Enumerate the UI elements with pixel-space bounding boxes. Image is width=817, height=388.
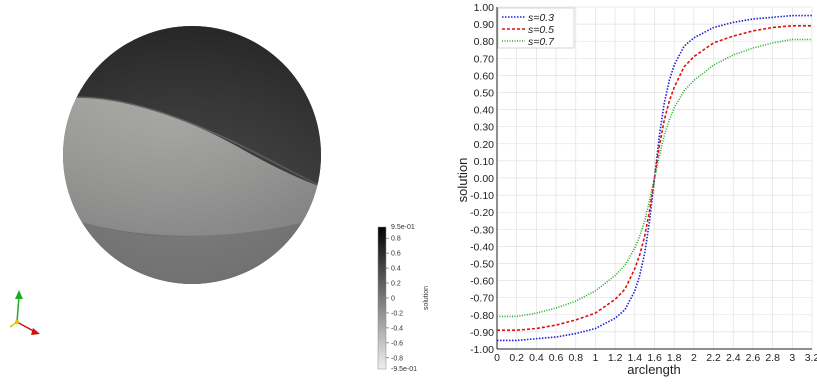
x-tick-label: 1.2 [608,352,623,364]
colorbar-tick-label: 0.8 [391,236,401,243]
y-tick-label: 0.80 [474,36,495,48]
orientation-axes [9,290,40,335]
colorbar-bottom-label: -9.5e-01 [391,366,417,373]
y-tick-label: 0.30 [474,122,495,134]
colorbar-tick-label: -0.2 [391,310,403,317]
axes: 1.000.900.800.700.600.500.400.300.200.10… [470,2,817,364]
series-lines [497,14,812,342]
x-axis-label: arclength [627,362,680,377]
legend-label: s=0.5 [528,24,554,36]
colorbar-tick-label: -0.6 [391,340,403,347]
y-tick-label: 0.20 [474,139,495,151]
x-tick-label: 1.4 [628,352,643,364]
x-tick-label: 2.6 [746,352,761,364]
axis-y-arrow [15,290,23,299]
x-tick-label: 0 [494,352,500,364]
y-tick-label: -0.30 [470,224,494,236]
x-tick-label: 0.2 [509,352,524,364]
legend-label: s=0.3 [528,12,554,24]
x-tick-label: 2.2 [706,352,721,364]
colorbar-tick-label: -0.4 [391,325,403,332]
y-tick-label: 0.60 [474,70,495,82]
x-tick-label: 3 [789,352,795,364]
x-tick-label: 0.8 [568,352,583,364]
y-tick-label: -0.20 [470,207,494,219]
y-tick-label: 1.00 [474,2,495,14]
legend: s=0.3s=0.5s=0.7 [497,7,575,49]
x-tick-label: 2.8 [765,352,780,364]
y-tick-label: -0.10 [470,190,494,202]
y-axis-label: solution [455,158,470,203]
axis-y-line [16,295,20,323]
line-chart: 1.000.900.800.700.600.500.400.300.200.10… [455,2,817,377]
series-line-s=0.3 [497,14,812,342]
y-tick-label: 0.10 [474,156,495,168]
y-tick-label: -0.90 [470,327,494,339]
y-tick-label: 0.90 [474,19,495,31]
colorbar-tick-label: 0.6 [391,251,401,258]
x-tick-label: 1.8 [667,352,682,364]
y-tick-label: -0.80 [470,310,494,322]
colorbar-tick-label: 0 [391,296,395,303]
colorbar-tick-label: 0.2 [391,281,401,288]
y-tick-label: 0.40 [474,105,495,117]
colorbar-top-label: 9.5e-01 [391,224,415,231]
scene-canvas[interactable]: 9.5e-01 -9.5e-01 0.8 0.6 0.4 0.2 0 -0.2 -0.4 -0… [0,0,440,383]
colorbar-title: solution [423,286,430,310]
x-tick-label: 2 [691,352,697,364]
axis-origin [15,320,19,324]
colorbar-gradient [377,226,387,370]
y-tick-label: -1.00 [470,344,494,356]
series-line-s=0.7 [497,38,812,318]
x-tick-label: 0.4 [529,352,544,364]
y-tick-label: -0.70 [470,293,494,305]
y-tick-label: 0.50 [474,88,495,100]
y-tick-label: -0.60 [470,276,494,288]
line-chart-view[interactable]: 1.00 0.90 0.80 0.70 0.60 0.50 0.40 0.30 0.20 0.10… [440,0,817,383]
y-tick-label: -0.40 [470,241,494,253]
x-tick-label: 0.6 [549,352,564,364]
colorbar-tick-label: -0.8 [391,355,403,362]
legend-label: s=0.7 [528,36,555,48]
legend-box [497,7,575,49]
sphere-render [63,26,321,284]
colorbar: 9.5e-01 -9.5e-01 0.8 0.6 0.4 0.2 0 -0.2 -0.4 -0… [377,224,430,373]
colorbar-ticks: 0.8 0.6 0.4 0.2 0 -0.2 -0.4 -0.6 -0.8 [386,236,403,362]
y-tick-label: 0.00 [474,173,495,185]
x-tick-label: 1.6 [647,352,662,364]
colorbar-tick-label: 0.4 [391,266,401,273]
x-tick-label: 1 [593,352,599,364]
render-view[interactable]: 9.5e-01 -9.5e-01 0.8 0.6 0.4 0.2 0 -0.2 -0.4 -0… [0,0,440,383]
y-tick-label: 0.70 [474,53,495,65]
y-tick-label: -0.50 [470,259,494,271]
axis-x-arrow [31,328,40,335]
x-tick-label: 3.2 [805,352,817,364]
x-tick-label: 2.4 [726,352,741,364]
